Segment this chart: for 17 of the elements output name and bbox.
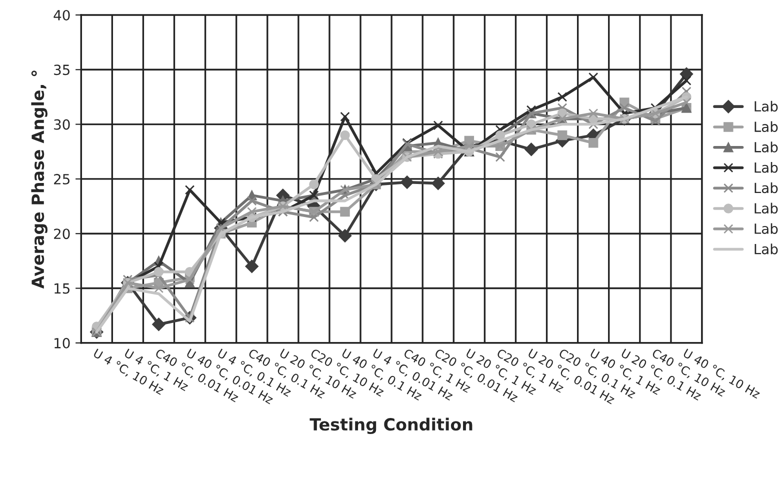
legend-label: Lab — [754, 162, 778, 173]
x-axis-title: Testing Condition — [310, 418, 472, 434]
legend-label: Lab — [754, 100, 778, 112]
y-axis-title: Average Phase Angle, ° — [31, 70, 48, 289]
y-tick-label: 20 — [54, 228, 70, 240]
legend-label: Lab — [754, 202, 778, 214]
legend-label: Lab — [754, 121, 778, 132]
y-tick-label: 25 — [54, 174, 70, 184]
y-tick-label: 35 — [54, 64, 70, 76]
y-tick-label: 10 — [54, 338, 70, 348]
legend-label: Lab — [754, 182, 778, 194]
legend-label: Lab — [754, 223, 778, 234]
y-tick-label: 40 — [54, 10, 70, 20]
y-tick-label: 30 — [54, 119, 70, 130]
legend-label: Lab — [754, 142, 778, 152]
y-tick-label: 15 — [54, 283, 70, 294]
legend-label: Lab — [754, 244, 778, 254]
